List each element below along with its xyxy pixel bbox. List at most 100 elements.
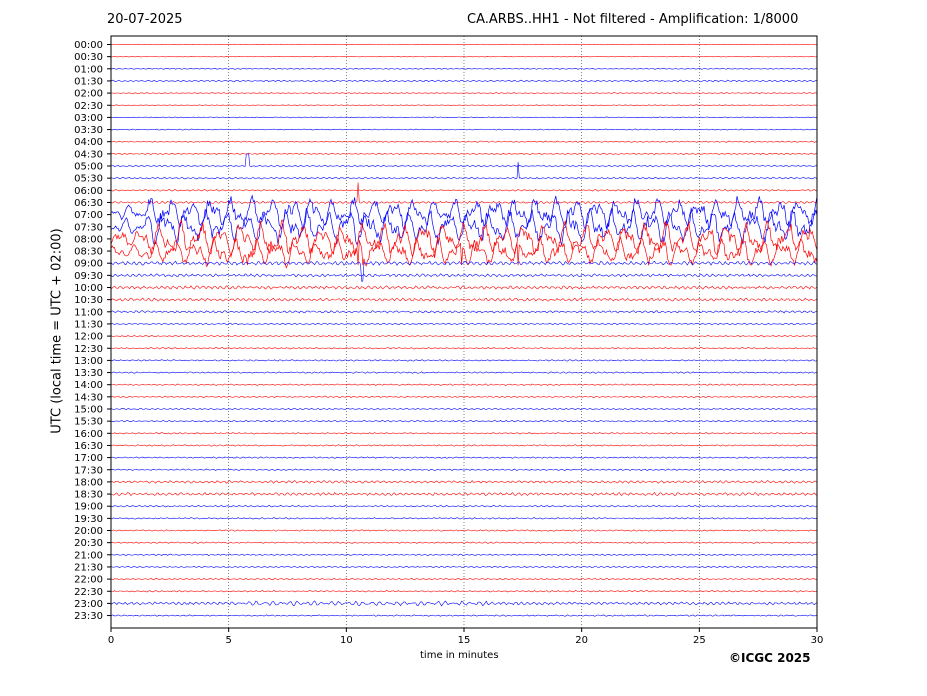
trace-0200 [110, 92, 818, 94]
trace-2000 [110, 529, 818, 532]
trace-0900 [110, 260, 818, 282]
y-tick-label: 00:00 [74, 40, 103, 51]
y-tick-label: 16:00 [74, 429, 103, 440]
trace-1500 [110, 407, 818, 411]
vertical-grid [228, 36, 700, 628]
y-tick-label: 05:30 [74, 174, 103, 185]
trace-0400 [110, 140, 818, 143]
y-tick-label: 09:30 [74, 271, 103, 282]
y-tick-label: 16:30 [74, 441, 103, 452]
trace-1630 [110, 444, 818, 447]
y-tick-label: 03:00 [74, 113, 103, 124]
trace-1330 [110, 371, 818, 374]
y-tick-label: 21:30 [74, 562, 103, 573]
trace-1200 [110, 334, 818, 338]
y-tick-label: 11:00 [74, 307, 103, 318]
y-tick-label: 07:30 [74, 222, 103, 233]
x-tick-label: 5 [225, 635, 231, 646]
trace-2130 [110, 565, 818, 569]
trace-0630 [110, 182, 818, 204]
trace-2100 [110, 553, 818, 556]
y-tick-label: 06:30 [74, 198, 103, 209]
x-axis-label: time in minutes [420, 650, 499, 661]
trace-0130 [110, 79, 818, 83]
chart-date: 20-07-2025 [107, 12, 183, 27]
y-tick-label: 21:00 [74, 550, 103, 561]
y-tick-label: 10:30 [74, 295, 103, 306]
trace-0500 [111, 153, 818, 168]
y-tick-label: 13:30 [74, 368, 103, 379]
y-tick-label: 17:30 [74, 465, 103, 476]
y-tick-label: 01:00 [74, 64, 103, 75]
y-tick-label: 13:00 [74, 356, 103, 367]
trace-0930 [110, 273, 817, 278]
trace-1800 [110, 480, 818, 484]
y-tick-label: 03:30 [74, 125, 103, 136]
y-tick-label: 12:30 [74, 344, 103, 355]
y-tick-label: 07:00 [74, 210, 103, 221]
trace-2200 [111, 577, 818, 581]
y-tick-label: 04:30 [74, 149, 103, 160]
y-tick-label: 23:30 [74, 611, 103, 622]
x-axis-ticks: 0 5 10 15 20 25 30 [108, 628, 824, 646]
trace-0330 [110, 128, 818, 131]
x-tick-label: 20 [575, 635, 588, 646]
y-tick-label: 10:00 [74, 283, 103, 294]
y-tick-label: 22:00 [74, 575, 103, 586]
seismic-traces [110, 43, 818, 617]
trace-2300 [110, 600, 818, 607]
trace-1430 [110, 395, 818, 398]
y-tick-label: 02:00 [74, 89, 103, 100]
y-tick-label: 09:00 [74, 259, 103, 270]
trace-0600 [110, 189, 818, 192]
trace-0030 [110, 55, 818, 58]
y-tick-label: 19:00 [74, 502, 103, 513]
x-tick-label: 25 [693, 635, 706, 646]
trace-0730 [110, 207, 818, 246]
trace-0800 [110, 218, 818, 259]
chart-title: CA.ARBS..HH1 - Not filtered - Amplificat… [467, 12, 799, 27]
y-tick-label: 14:30 [74, 392, 103, 403]
y-tick-label: 00:30 [74, 52, 103, 63]
trace-1030 [110, 297, 818, 302]
y-tick-label: 15:00 [74, 405, 103, 416]
trace-0430 [110, 152, 818, 155]
y-tick-label: 20:00 [74, 526, 103, 537]
trace-0230 [110, 104, 818, 107]
trace-1400 [110, 383, 818, 386]
copyright-credit: ©ICGC 2025 [729, 651, 811, 665]
y-tick-label: 17:00 [74, 453, 103, 464]
x-tick-label: 10 [340, 635, 353, 646]
y-tick-label: 11:30 [74, 319, 103, 330]
y-tick-label: 15:30 [74, 417, 103, 428]
trace-2230 [110, 590, 817, 593]
trace-1000 [110, 285, 818, 290]
trace-2030 [110, 541, 817, 544]
x-tick-label: 30 [811, 635, 824, 646]
trace-0830 [110, 235, 818, 269]
trace-1130 [110, 322, 818, 326]
y-tick-label: 04:00 [74, 137, 103, 148]
x-tick-label: 15 [458, 635, 471, 646]
trace-1100 [110, 310, 818, 314]
y-tick-label: 01:30 [74, 76, 103, 87]
y-tick-label: 23:00 [74, 599, 103, 610]
trace-1930 [110, 517, 818, 520]
y-tick-label: 18:30 [74, 490, 103, 501]
y-tick-label: 14:00 [74, 380, 103, 391]
trace-0000 [110, 43, 817, 46]
trace-1600 [111, 432, 818, 435]
y-tick-label: 06:00 [74, 186, 103, 197]
y-tick-label: 08:30 [74, 247, 103, 258]
trace-0530 [110, 162, 818, 180]
trace-0100 [110, 67, 817, 70]
y-tick-label: 08:00 [74, 234, 103, 245]
y-tick-label: 22:30 [74, 587, 103, 598]
y-tick-label: 20:30 [74, 538, 103, 549]
y-tick-label: 12:00 [74, 332, 103, 343]
trace-2330 [110, 614, 818, 617]
trace-1900 [110, 505, 818, 508]
y-tick-label: 19:30 [74, 514, 103, 525]
